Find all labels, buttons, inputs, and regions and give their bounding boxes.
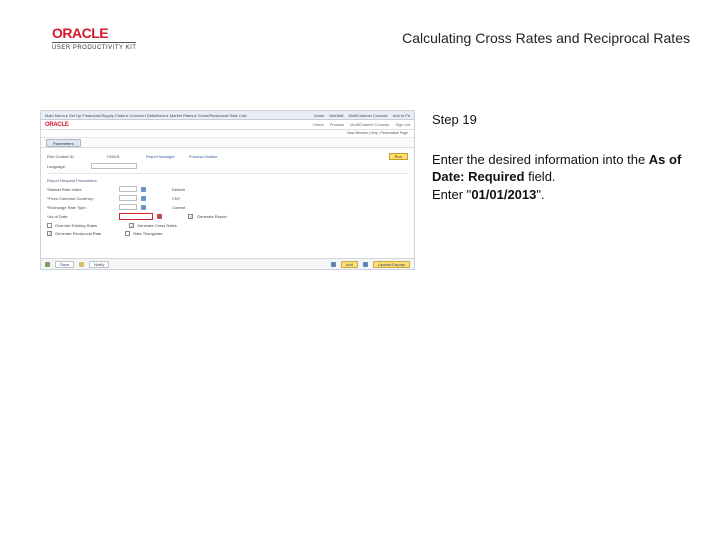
- generate-cross-label: Generate Cross Rates: [137, 223, 177, 228]
- notify-icon: [79, 262, 84, 267]
- generate-recip-label: Generate Reciprocal Rate: [55, 231, 101, 236]
- as-of-date-label: *As of Date:: [47, 214, 115, 219]
- brand-row: ORACLE Home Process MultiChannel Console…: [41, 120, 414, 130]
- divider: [47, 173, 408, 174]
- run-control-value: CNV01: [107, 154, 120, 159]
- market-rate-index-input[interactable]: [119, 186, 137, 192]
- rate-triangulate-label: Rate Triangulate: [133, 231, 162, 236]
- report-manager-link[interactable]: Report Manager: [146, 154, 175, 159]
- generate-cross-checkbox[interactable]: [129, 223, 134, 228]
- exchange-rate-type-label: *Exchange Rate Type:: [47, 205, 115, 210]
- lookup-icon[interactable]: [141, 196, 146, 201]
- generate-recip-checkbox[interactable]: [47, 231, 52, 236]
- topbar-link[interactable]: Add to Fa: [393, 113, 410, 118]
- run-control-label: Run Control ID:: [47, 154, 103, 159]
- from-common-label: *From Common Currency:: [47, 196, 115, 201]
- as-of-date-input[interactable]: [119, 213, 153, 220]
- oracle-app-logo: ORACLE: [45, 122, 69, 128]
- lookup-icon[interactable]: [141, 205, 146, 210]
- app-screenshot: Main Menu ▸ Set Up Financials/Supply Cha…: [40, 110, 415, 270]
- action-bar: Save Notify Add Update/Display: [41, 258, 414, 269]
- tab-parameters[interactable]: Parameters: [46, 139, 81, 147]
- breadcrumb-bar: Main Menu ▸ Set Up Financials/Supply Cha…: [41, 111, 414, 120]
- section-heading: Report Request Parameters: [47, 178, 408, 183]
- add-icon: [331, 262, 336, 267]
- process-monitor-link[interactable]: Process Monitor: [189, 154, 218, 159]
- update-icon: [363, 262, 368, 267]
- lookup-icon[interactable]: [141, 187, 146, 192]
- market-rate-index-desc: Default: [172, 187, 185, 192]
- topbar-link[interactable]: MultiChannel Console: [349, 113, 388, 118]
- calendar-icon[interactable]: [157, 214, 162, 219]
- brand-links: Home Process MultiChannel Console Sign o…: [313, 122, 410, 127]
- run-button[interactable]: Run: [389, 153, 408, 160]
- instruction-panel: Step 19 Enter the desired information in…: [432, 111, 682, 203]
- oracle-wordmark: ORACLE: [52, 26, 108, 40]
- from-common-desc: CNY: [172, 196, 180, 201]
- topbar-link[interactable]: Worklist: [329, 113, 343, 118]
- exchange-rate-type-input[interactable]: [119, 204, 137, 210]
- override-label: Override Existing Rates: [55, 223, 97, 228]
- nav-link[interactable]: Process: [330, 122, 344, 127]
- save-icon: [45, 262, 50, 267]
- nav-link[interactable]: MultiChannel Console: [350, 122, 389, 127]
- instruction-text: Enter the desired information into the A…: [432, 151, 682, 204]
- sub-links-row: New Window | Help | Personalize Page: [41, 130, 414, 138]
- language-select[interactable]: [91, 163, 137, 169]
- oracle-logo-block: ORACLE USER PRODUCTIVITY KIT: [52, 26, 136, 51]
- form-body: Run Control ID: CNV01 Report Manager Pro…: [41, 148, 414, 243]
- page-header: ORACLE USER PRODUCTIVITY KIT Calculating…: [52, 18, 690, 58]
- instr-value: 01/01/2013: [471, 187, 536, 202]
- instr-mid: field.: [524, 169, 555, 184]
- from-common-input[interactable]: [119, 195, 137, 201]
- step-number: Step 19: [432, 111, 682, 129]
- page-title: Calculating Cross Rates and Reciprocal R…: [402, 30, 690, 46]
- breadcrumb: Main Menu ▸ Set Up Financials/Supply Cha…: [45, 113, 247, 118]
- nav-link[interactable]: Home: [313, 122, 324, 127]
- rate-triangulate-checkbox[interactable]: [125, 231, 130, 236]
- instr-lead: Enter the desired information into the: [432, 152, 649, 167]
- update-display-button[interactable]: Update/Display: [373, 261, 410, 268]
- instr-trail: ".: [536, 187, 544, 202]
- window-links[interactable]: New Window | Help | Personalize Page: [347, 131, 408, 135]
- upk-subbrand: USER PRODUCTIVITY KIT: [52, 42, 136, 51]
- override-checkbox[interactable]: [47, 223, 52, 228]
- language-label: Language:: [47, 164, 87, 169]
- tab-strip: Parameters: [41, 138, 414, 148]
- topbar-links: Home Worklist MultiChannel Console Add t…: [314, 113, 410, 118]
- save-button[interactable]: Save: [55, 261, 74, 268]
- exchange-rate-type-desc: Current: [172, 205, 185, 210]
- instr-enter: Enter ": [432, 187, 471, 202]
- generate-report-checkbox[interactable]: [188, 214, 193, 219]
- nav-link[interactable]: Sign out: [395, 122, 410, 127]
- market-rate-index-label: *Market Rate Index:: [47, 187, 115, 192]
- add-button[interactable]: Add: [341, 261, 358, 268]
- topbar-link[interactable]: Home: [314, 113, 325, 118]
- notify-button[interactable]: Notify: [89, 261, 109, 268]
- generate-report-label: Generate Report: [197, 214, 227, 219]
